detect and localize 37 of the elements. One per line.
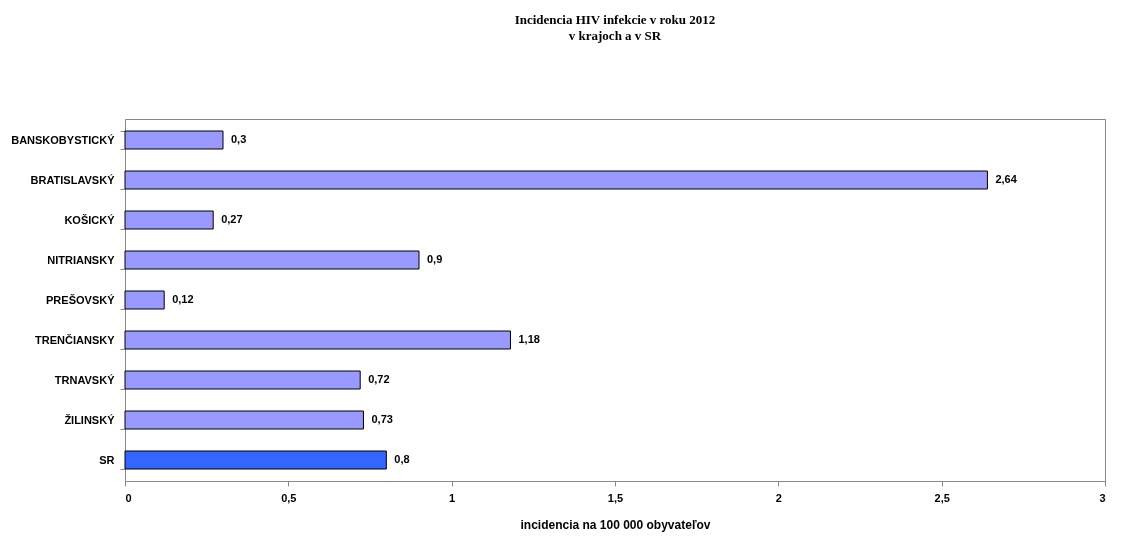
x-tick-label: 3 xyxy=(1099,491,1106,504)
y-tick-label: TRENČIANSKY xyxy=(35,333,116,346)
data-label: 0,72 xyxy=(368,373,390,385)
bar xyxy=(124,290,165,310)
bar xyxy=(124,410,364,430)
data-label: 0,73 xyxy=(371,413,393,425)
y-tick-label: KOŠICKÝ xyxy=(64,213,116,226)
data-label: 0,3 xyxy=(231,133,247,145)
chart-title: Incidencia HIV infekcie v roku 2012 xyxy=(514,12,716,27)
data-label: 2,64 xyxy=(995,173,1018,185)
y-tick-label: PREŠOVSKÝ xyxy=(46,293,116,306)
y-tick-label: ŽILINSKÝ xyxy=(64,413,116,426)
bar xyxy=(124,170,988,190)
x-tick-label: 1,5 xyxy=(607,491,624,504)
bar xyxy=(124,330,511,350)
y-tick-label: SR xyxy=(99,453,115,466)
bar xyxy=(124,130,224,150)
data-label: 0,8 xyxy=(394,453,410,465)
chart-subtitle: v krajoch a v SR xyxy=(568,28,662,43)
y-tick-label: NITRIANSKY xyxy=(47,253,116,266)
x-tick-label: 1 xyxy=(449,491,456,504)
x-tick-label: 0,5 xyxy=(281,491,297,504)
y-tick-label: BRATISLAVSKÝ xyxy=(30,173,116,186)
x-tick-label: 0 xyxy=(125,491,132,504)
y-tick-label: TRNAVSKÝ xyxy=(54,373,116,386)
bar xyxy=(124,210,214,230)
x-axis-title: incidencia na 100 000 obyvateľov xyxy=(520,517,711,532)
y-tick-label: BANSKOBYSTICKÝ xyxy=(11,133,116,146)
x-tick-label: 2,5 xyxy=(934,491,950,504)
data-label: 1,18 xyxy=(518,333,540,345)
data-label: 0,27 xyxy=(221,213,243,225)
bar xyxy=(124,250,420,270)
bar xyxy=(124,450,387,470)
x-tick-label: 2 xyxy=(775,491,782,504)
data-label: 0,12 xyxy=(172,293,194,305)
bar xyxy=(124,370,361,390)
data-label: 0,9 xyxy=(427,253,443,265)
